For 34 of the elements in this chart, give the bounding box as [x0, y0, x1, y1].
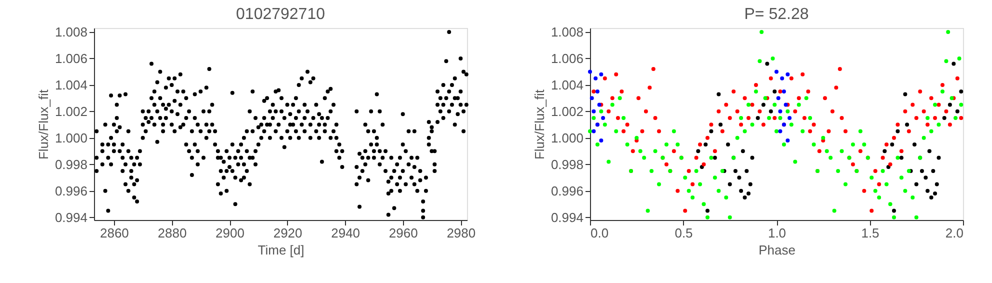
y-tick-label: 0.998 [550, 156, 584, 172]
y-tick-label: 0.996 [550, 183, 584, 198]
x-tick-label: 2880 [158, 226, 187, 240]
x-tick-label: 2.0 [945, 226, 964, 240]
x-axis-title: Phase [758, 242, 796, 258]
y-tick-label: 0.998 [54, 156, 88, 172]
x-tick-label: 0.5 [674, 226, 693, 240]
x-tick-label: 2860 [100, 226, 129, 240]
chart-title: P= 52.28 [744, 6, 809, 23]
y-tick-label: 1.000 [550, 130, 584, 146]
y-axis-title: Flux/Flux_fit [36, 89, 51, 160]
y-tick-label: 1.004 [550, 77, 584, 92]
chart-title: 0102792710 [236, 6, 326, 23]
y-tick-label: 1.006 [550, 50, 584, 66]
y-tick-label: 1.008 [550, 24, 584, 40]
y-tick-label: 1.004 [54, 77, 88, 92]
x-tick-label: 1.0 [768, 226, 786, 240]
x-tick-label: 2900 [216, 226, 244, 240]
y-tick-label: 0.996 [54, 183, 88, 198]
x-tick-label: 2980 [446, 226, 476, 240]
x-tick-label: 2940 [331, 226, 360, 240]
y-tick-label: 1.008 [54, 24, 88, 40]
x-tick-label: 2920 [273, 226, 302, 240]
y-tick-label: 0.994 [54, 210, 88, 225]
x-axis-title: Time [d] [258, 242, 304, 258]
x-tick-label: 1.5 [861, 226, 880, 240]
y-tick-label: 1.006 [54, 50, 88, 66]
y-tick-label: 0.994 [550, 210, 584, 225]
y-tick-label: 1.002 [54, 104, 88, 119]
x-tick-label: 0.0 [590, 226, 609, 240]
y-tick-label: 1.002 [550, 104, 584, 119]
x-tick-label: 2960 [388, 226, 418, 240]
y-axis-title: Flux/Flux_fit [532, 89, 547, 160]
y-tick-label: 1.000 [54, 130, 88, 146]
